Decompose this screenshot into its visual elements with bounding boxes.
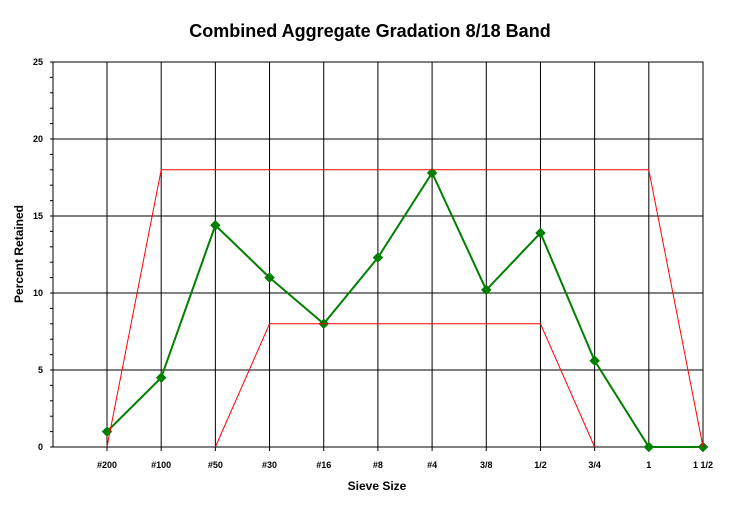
x-tick-label: #30 — [262, 460, 277, 470]
data-point-marker — [372, 252, 384, 263]
x-tick-label: #100 — [151, 460, 171, 470]
x-tick-label: #200 — [97, 460, 117, 470]
data-point-marker — [589, 355, 600, 367]
chart-title: Combined Aggregate Gradation 8/18 Band — [189, 21, 550, 41]
gridlines — [50, 61, 704, 451]
x-tick-label: #4 — [427, 460, 437, 470]
x-axis-label: Sieve Size — [348, 479, 407, 493]
y-tick-label: 20 — [33, 134, 43, 144]
data-point-marker — [535, 227, 546, 239]
y-tick-label: 10 — [33, 288, 43, 298]
tick-labels: 0 5 10 15 20 25 #200 #100 #50 #30 #16 #8 #4 3/8 1/2 3/4… — [33, 57, 713, 470]
data-point-marker — [210, 219, 221, 231]
y-axis-label: Percent Retained — [12, 205, 26, 303]
y-tick-label: 15 — [33, 211, 43, 221]
data-point-marker — [480, 284, 492, 296]
data-point-marker — [426, 167, 438, 179]
series-line-lower-band — [214, 323, 596, 448]
y-tick-label: 25 — [33, 57, 43, 67]
x-tick-label: 1 — [646, 460, 651, 470]
x-tick-label: 1/2 — [534, 460, 547, 470]
y-tick-label: 0 — [38, 442, 43, 452]
series-line-upper-band — [106, 169, 704, 448]
series-layer — [101, 167, 709, 453]
data-point-marker — [643, 441, 655, 453]
x-tick-label: 3/4 — [588, 460, 601, 470]
x-tick-label: #50 — [208, 460, 223, 470]
x-tick-label: #16 — [316, 460, 331, 470]
x-tick-label: 1 1/2 — [693, 460, 713, 470]
data-point-marker — [155, 372, 167, 384]
y-tick-label: 5 — [38, 365, 43, 375]
data-point-marker — [264, 272, 275, 283]
x-tick-label: 3/8 — [480, 460, 493, 470]
series-line-gradation — [106, 171, 703, 448]
x-tick-label: #8 — [373, 460, 383, 470]
